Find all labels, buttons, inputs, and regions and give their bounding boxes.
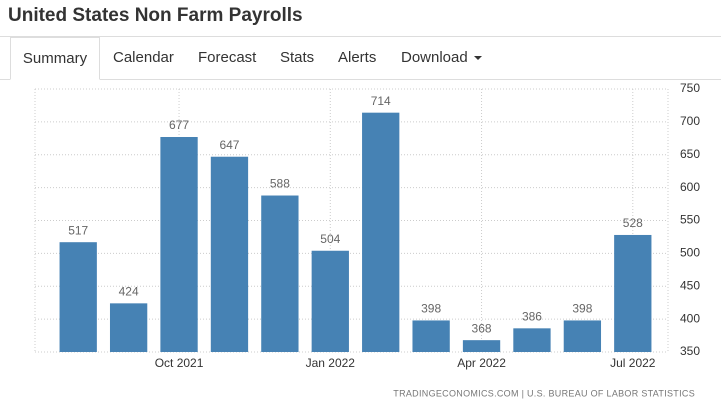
tab[interactable]: Forecast (198, 49, 257, 66)
value-label: 398 (572, 302, 592, 316)
divider (0, 36, 721, 37)
tab[interactable]: Summary (10, 37, 100, 80)
bar (513, 328, 551, 352)
y-tick-label: 500 (680, 246, 700, 260)
y-tick-label: 700 (680, 114, 700, 128)
value-label: 504 (320, 232, 340, 246)
x-tick-label: Apr 2022 (457, 356, 506, 370)
y-tick-label: 450 (680, 278, 700, 292)
value-label: 424 (119, 285, 139, 299)
bar (563, 320, 602, 352)
value-label: 517 (68, 223, 88, 237)
bar (210, 156, 249, 352)
y-tick-label: 400 (680, 311, 700, 325)
bar (261, 195, 299, 352)
bar (311, 250, 349, 352)
bar (160, 136, 198, 352)
value-label: 386 (522, 310, 542, 324)
x-tick-label: Jul 2022 (610, 356, 656, 370)
y-tick-label: 350 (680, 344, 700, 358)
tab-label: Download (401, 49, 468, 66)
caret-icon (473, 56, 482, 61)
page-title: United States Non Farm Payrolls (8, 5, 303, 26)
x-tick-label: Jan 2022 (306, 356, 356, 370)
value-label: 647 (219, 138, 239, 152)
bar (109, 303, 148, 352)
value-label: 368 (472, 321, 492, 335)
value-label: 714 (371, 94, 391, 108)
source: TRADINGECONOMICS.COM | U.S. BUREAU OF LA… (393, 388, 695, 398)
tab[interactable]: Download (401, 49, 482, 66)
bar (614, 234, 652, 352)
tab[interactable]: Stats (280, 49, 315, 66)
y-tick-label: 750 (680, 81, 700, 95)
bar (362, 112, 400, 352)
value-label: 398 (421, 302, 441, 316)
tab[interactable]: Calendar (113, 49, 174, 66)
value-label: 588 (270, 177, 290, 191)
bar (462, 340, 501, 352)
y-tick-label: 600 (680, 180, 700, 194)
x-tick-label: Oct 2021 (155, 356, 204, 370)
tab-bar: Summary Calendar Forecast Stats Alerts D… (0, 37, 721, 80)
bar (412, 320, 450, 352)
value-label: 528 (623, 216, 643, 230)
y-tick-label: 550 (680, 213, 700, 227)
y-tick-label: 650 (680, 147, 700, 161)
value-label: 677 (169, 118, 189, 132)
tab[interactable]: Alerts (338, 49, 377, 66)
bar (59, 242, 97, 352)
